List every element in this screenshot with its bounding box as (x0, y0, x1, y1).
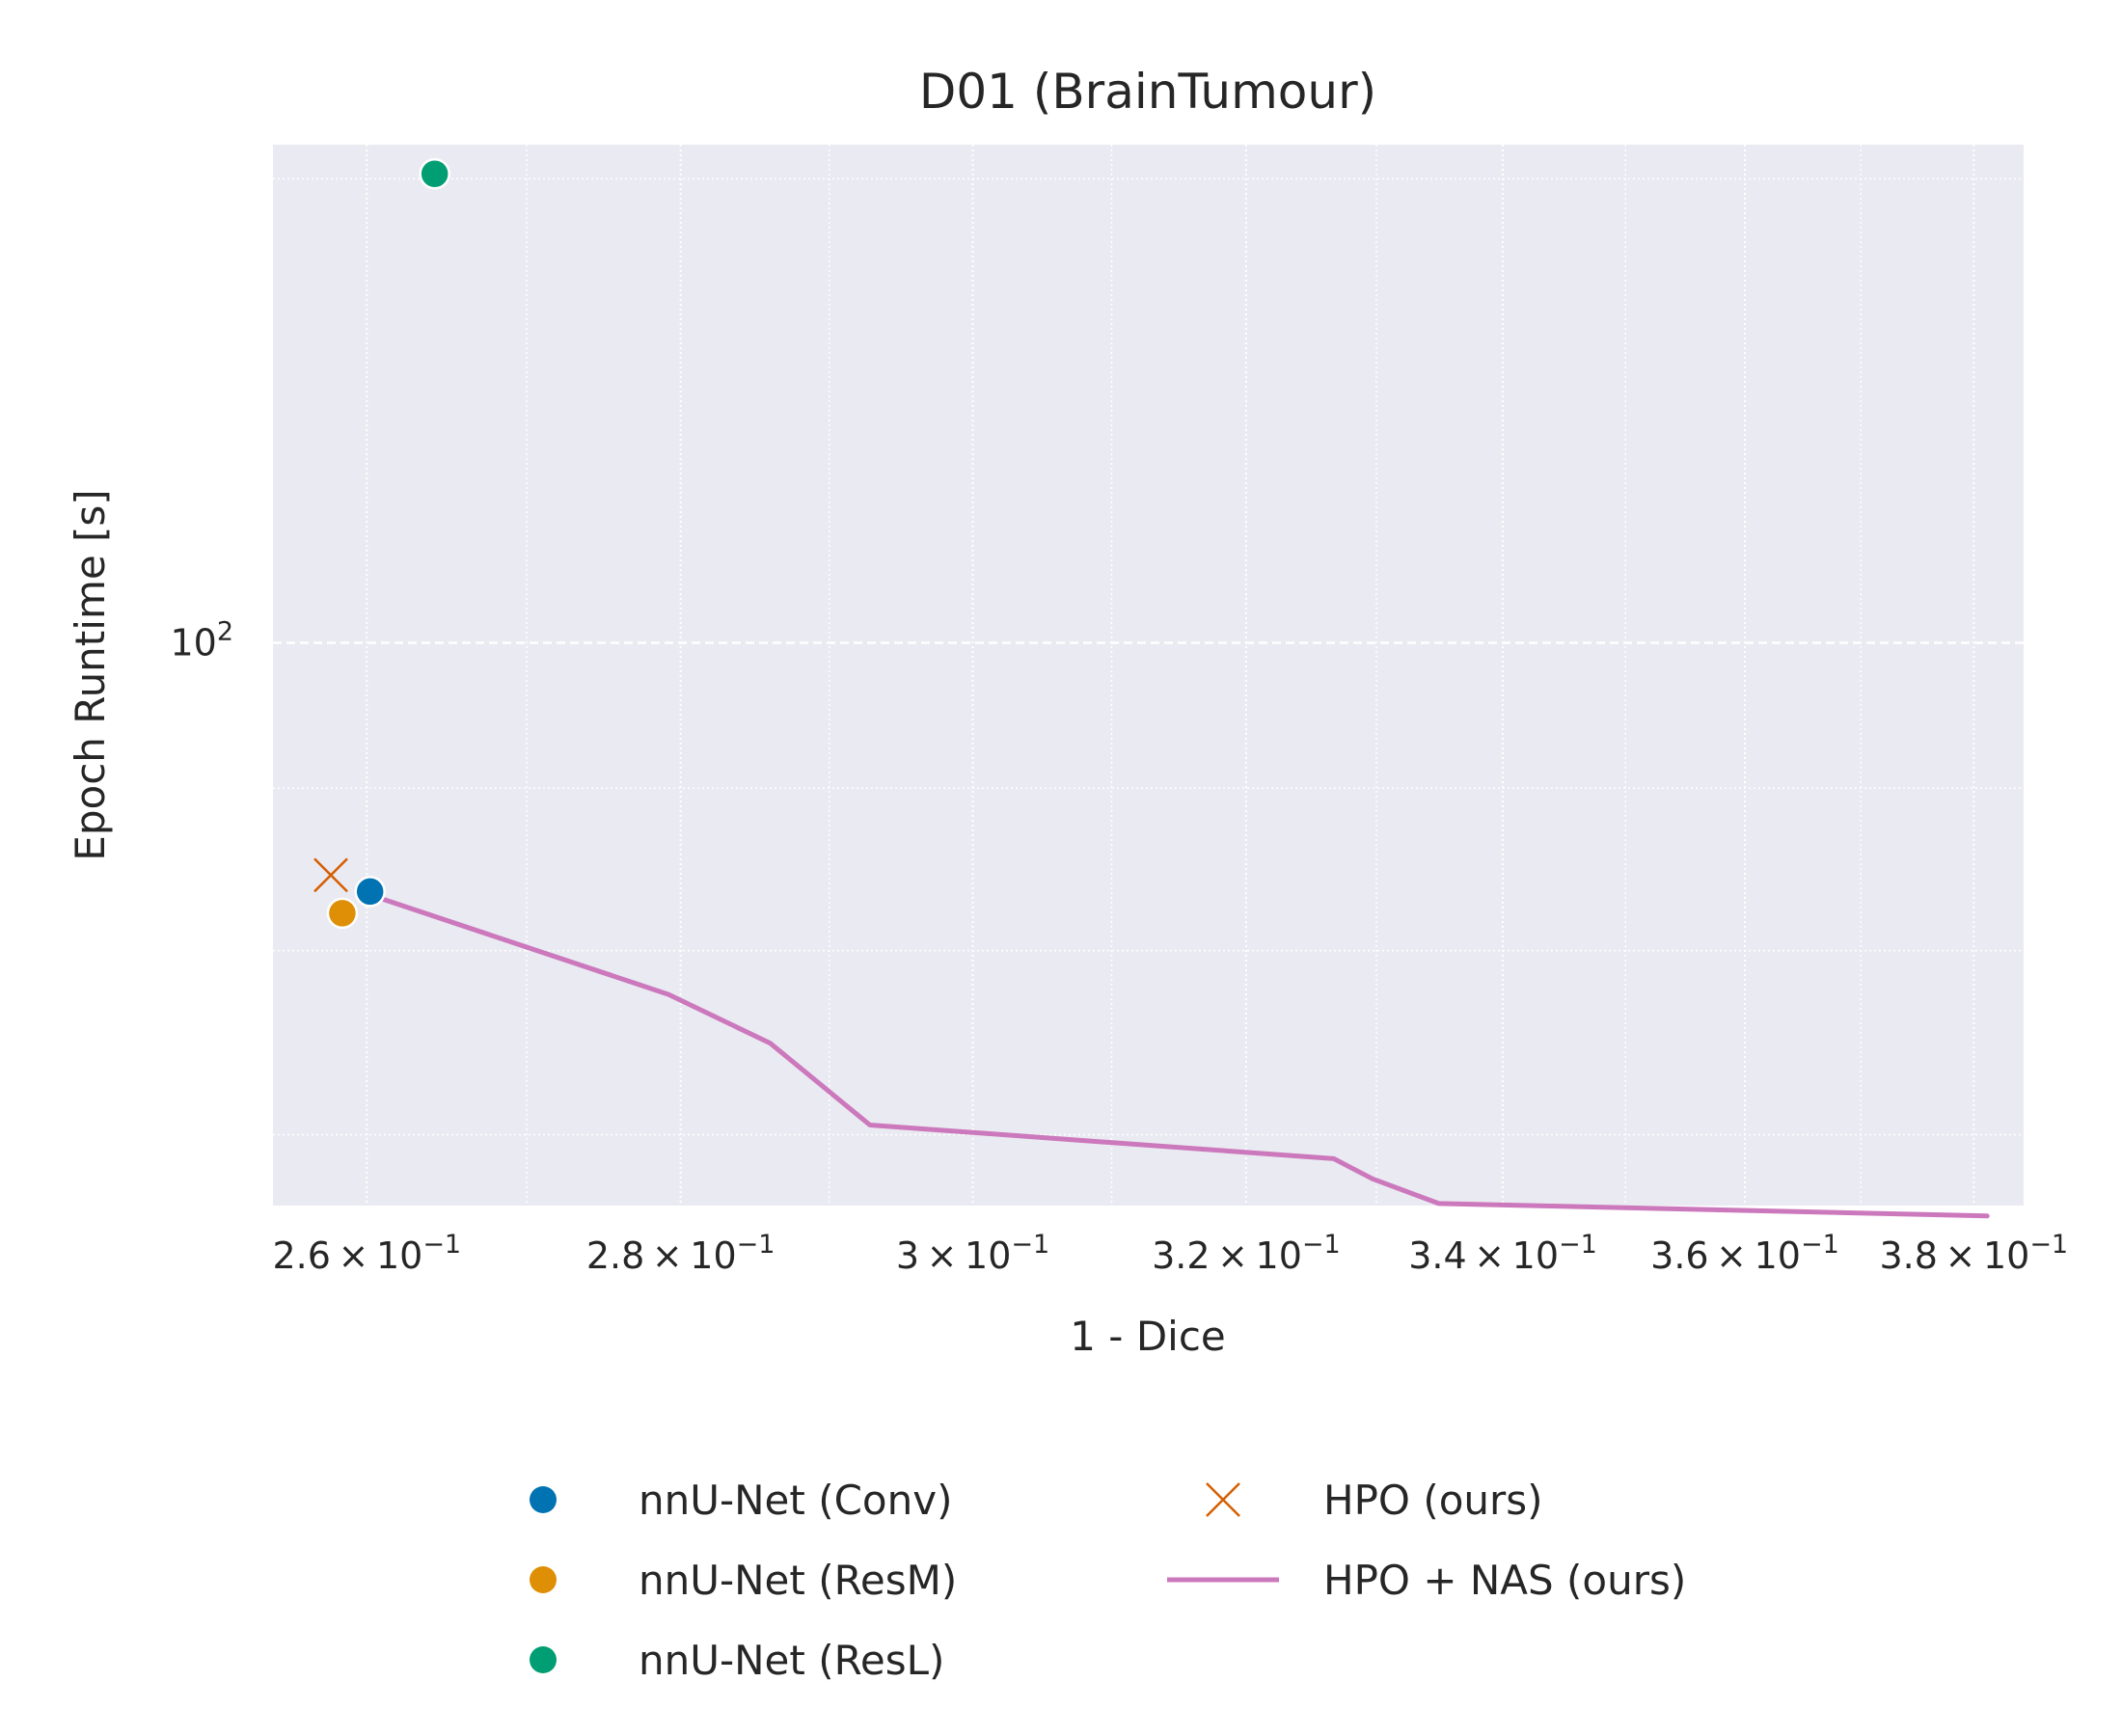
y-axis-label: Epoch Runtime [s] (67, 489, 114, 860)
y-tick-labels: 102 (170, 617, 233, 665)
x-tick-label: 3.2 × 10−1 (1152, 1230, 1341, 1277)
point-nnu-net-conv (354, 876, 386, 908)
x-tick-labels: 2.6 × 10−1 2.8 × 10−1 3 × 10−1 3.2 × 10−1 3.… (273, 1230, 2069, 1277)
x-tick-label: 3.6 × 10−1 (1650, 1230, 1839, 1277)
legend-entry-hpo-ours: HPO (ours) (1206, 1477, 1543, 1524)
legend-dot-swatch (530, 1566, 557, 1593)
x-axis-label: 1 - Dice (1070, 1313, 1226, 1360)
legend-entry-nnu-net-conv: nnU-Net (Conv) (530, 1477, 952, 1524)
plot-background (273, 145, 2024, 1206)
y-tick-label: 102 (170, 617, 233, 665)
legend-dot-swatch (530, 1486, 557, 1513)
legend-label: HPO (ours) (1323, 1477, 1543, 1524)
series-line-hpo-nas-ours (367, 892, 1990, 1219)
x-tick-label: 2.6 × 10−1 (273, 1230, 462, 1277)
legend-entry-hpo-nas-ours: HPO + NAS (ours) (1167, 1557, 1686, 1604)
grid (273, 145, 2024, 1206)
x-tick-label: 3.8 × 10−1 (1880, 1230, 2069, 1277)
series-layer (313, 157, 1990, 1219)
legend: nnU-Net (Conv) nnU-Net (ResM) nnU-Net (Res… (530, 1477, 1686, 1684)
x-tick-label: 3 × 10−1 (896, 1230, 1049, 1277)
legend-dot-swatch (530, 1646, 557, 1673)
marker-x-hpo-ours (313, 857, 348, 893)
x-tick-label: 2.8 × 10−1 (586, 1230, 775, 1277)
x-tick-label: 3.4 × 10−1 (1408, 1230, 1597, 1277)
legend-label: nnU-Net (ResL) (639, 1637, 944, 1684)
legend-x-swatch (1206, 1482, 1240, 1517)
legend-entry-nnu-net-resm: nnU-Net (ResM) (530, 1557, 957, 1604)
marker-x-stroke (313, 857, 348, 893)
point-nnu-net-resm (326, 897, 359, 930)
legend-label: nnU-Net (ResM) (639, 1557, 957, 1604)
legend-label: HPO + NAS (ours) (1323, 1557, 1686, 1604)
chart-title: D01 (BrainTumour) (919, 64, 1376, 120)
point-nnu-net-resl (419, 157, 450, 190)
legend-label: nnU-Net (Conv) (639, 1477, 952, 1524)
legend-entry-nnu-net-resl: nnU-Net (ResL) (530, 1637, 944, 1684)
